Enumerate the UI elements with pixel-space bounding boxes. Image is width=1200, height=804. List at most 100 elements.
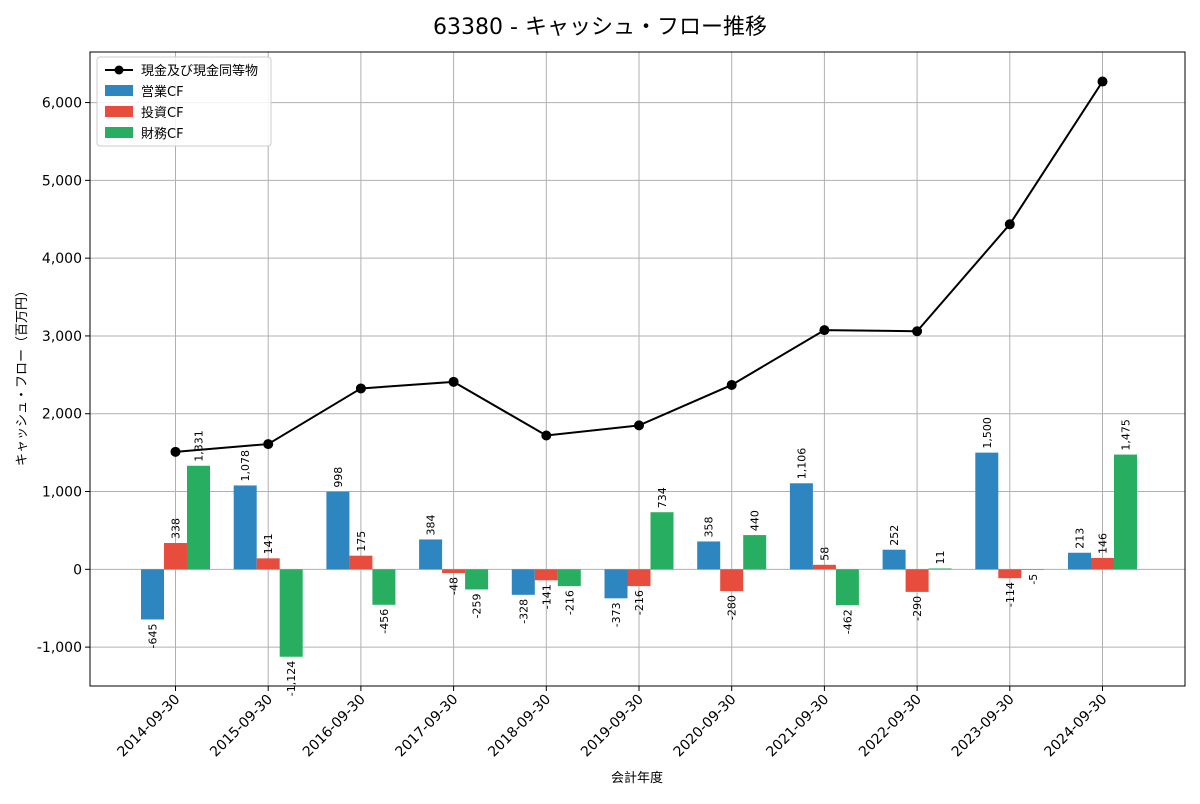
data-label: 1,475 bbox=[1120, 419, 1133, 451]
y-tick-label: 1,000 bbox=[42, 485, 82, 501]
bar-investing bbox=[627, 569, 651, 587]
bar-operating bbox=[233, 485, 257, 570]
bar-financing bbox=[650, 512, 674, 570]
cash-point bbox=[1097, 76, 1108, 87]
data-label: -1,124 bbox=[285, 661, 298, 696]
data-label-layer: -645 1,078 998 384 -328 -373 358 1,106 252 1,500 2… bbox=[147, 417, 1133, 696]
bar-investing bbox=[905, 569, 929, 592]
y-tick-label: 3,000 bbox=[42, 329, 82, 345]
y-tick-label: 2,000 bbox=[42, 407, 82, 423]
data-label: -328 bbox=[517, 599, 530, 624]
data-label: -216 bbox=[633, 590, 646, 615]
legend-bar-swatch bbox=[105, 85, 133, 96]
bar-financing bbox=[372, 569, 396, 605]
bar-operating bbox=[141, 569, 164, 620]
data-label: -373 bbox=[610, 602, 623, 627]
bar-operating bbox=[697, 541, 721, 570]
cash-point bbox=[819, 325, 830, 336]
bar-financing bbox=[1114, 454, 1137, 570]
legend-bar-swatch bbox=[105, 127, 133, 138]
x-tick-label: 2023-09-30 bbox=[949, 692, 1018, 761]
x-tick-label: 2022-09-30 bbox=[856, 692, 925, 761]
data-label: -290 bbox=[911, 596, 924, 621]
bar-investing bbox=[998, 569, 1022, 579]
bar-financing bbox=[1021, 569, 1045, 570]
data-label: 141 bbox=[262, 533, 275, 554]
y-tick-label: 5,000 bbox=[42, 173, 82, 189]
bar-operating bbox=[604, 569, 628, 599]
data-label: 440 bbox=[749, 510, 762, 531]
cash-point bbox=[541, 430, 552, 441]
legend-box bbox=[96, 56, 272, 147]
bar-operating bbox=[789, 483, 813, 570]
x-tick-label: 2019-09-30 bbox=[578, 692, 647, 761]
x-tick-label: 2021-09-30 bbox=[763, 692, 832, 761]
bar-financing bbox=[835, 569, 859, 606]
data-label: 1,078 bbox=[239, 450, 252, 482]
y-tick-label: -1,000 bbox=[37, 640, 82, 656]
legend-entry: 財務CF bbox=[141, 127, 184, 142]
bar-financing bbox=[187, 465, 210, 570]
x-tick-label: 2024-09-30 bbox=[1041, 692, 1110, 761]
bar-investing bbox=[1091, 557, 1114, 570]
bar-operating bbox=[882, 549, 906, 570]
data-label: 358 bbox=[703, 516, 716, 537]
bar-layer bbox=[141, 452, 1137, 657]
y-tick-label: 4,000 bbox=[42, 251, 82, 267]
cash-point bbox=[170, 446, 181, 457]
data-label: -280 bbox=[726, 595, 739, 620]
bar-investing bbox=[164, 543, 187, 570]
bar-operating bbox=[1068, 552, 1091, 570]
plot-frame bbox=[89, 51, 1186, 687]
data-label: 1,331 bbox=[193, 430, 206, 462]
y-axis-label: キャッシュ・フロー（百万円） bbox=[15, 284, 30, 466]
x-tick-label: 2017-09-30 bbox=[393, 692, 462, 761]
data-label: -5 bbox=[1027, 574, 1040, 585]
bar-financing bbox=[557, 569, 581, 587]
data-label: 998 bbox=[332, 467, 345, 488]
data-label: 146 bbox=[1097, 533, 1110, 554]
data-label: 384 bbox=[425, 514, 438, 535]
data-label: -114 bbox=[1004, 582, 1017, 607]
y-tick-label: 6,000 bbox=[42, 96, 82, 112]
cash-point bbox=[726, 379, 737, 390]
bar-financing bbox=[743, 535, 767, 570]
bar-financing bbox=[928, 568, 952, 570]
data-label: 11 bbox=[934, 550, 947, 564]
cash-point bbox=[634, 420, 644, 431]
data-label: 1,500 bbox=[981, 417, 994, 449]
cash-point bbox=[448, 376, 459, 387]
data-label: 1,106 bbox=[795, 448, 808, 480]
x-tick-label: 2016-09-30 bbox=[300, 692, 369, 761]
legend-entry: 投資CF bbox=[141, 105, 184, 121]
axis-layer: -1,000 0 1,000 2,000 3,000 4,000 5,000 6,000 201… bbox=[37, 51, 1186, 761]
data-label: -645 bbox=[147, 623, 160, 648]
data-label: 58 bbox=[818, 547, 831, 561]
data-label: -462 bbox=[841, 609, 854, 634]
bar-operating bbox=[326, 491, 350, 570]
legend-bar-swatch bbox=[105, 106, 133, 117]
bar-investing bbox=[256, 558, 280, 570]
bar-financing bbox=[465, 569, 489, 590]
x-tick-label: 2015-09-30 bbox=[207, 692, 276, 761]
bar-investing bbox=[349, 555, 373, 570]
cash-point bbox=[912, 326, 923, 337]
bar-investing bbox=[442, 569, 466, 574]
bar-investing bbox=[812, 564, 836, 570]
x-tick-label: 2014-09-30 bbox=[114, 692, 183, 761]
x-tick-label: 2020-09-30 bbox=[671, 692, 740, 761]
bar-operating bbox=[975, 452, 999, 570]
line-layer bbox=[170, 76, 1108, 457]
legend-entry: 営業CF bbox=[141, 84, 184, 100]
y-tick-label: 0 bbox=[73, 562, 82, 578]
data-label: 252 bbox=[888, 525, 901, 546]
data-label: 734 bbox=[656, 487, 669, 508]
legend-entry: 現金及び現金同等物 bbox=[141, 63, 258, 79]
x-axis-label: 会計年度 bbox=[611, 770, 663, 786]
data-label: -216 bbox=[563, 590, 576, 615]
legend-line-marker bbox=[114, 65, 124, 75]
bar-operating bbox=[511, 569, 535, 595]
